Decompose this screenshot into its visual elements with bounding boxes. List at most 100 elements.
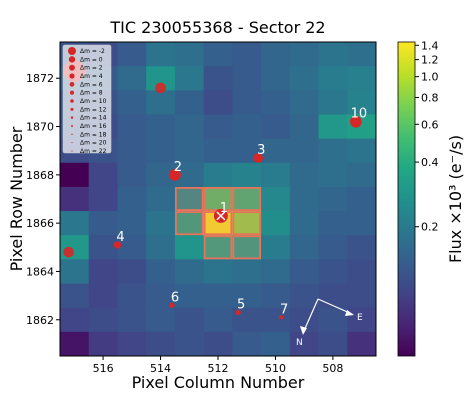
aperture-pixel (205, 236, 232, 258)
magnitude-legend: Δm = -2Δm = 0 Δm = 2Δm = 4Δm = 6 Δm = 8 Δm … (63, 45, 111, 155)
heatmap-cell (146, 114, 175, 139)
heatmap-cell (175, 259, 204, 284)
legend-marker (69, 56, 75, 62)
star-label-5: 5 (237, 298, 245, 313)
heatmap-cell (117, 332, 146, 357)
legend-marker (70, 82, 75, 87)
star-marker (155, 83, 166, 94)
legend-entry: Δm = 18 (80, 131, 107, 138)
chart-title: TIC 230055368 - Sector 22 (109, 18, 325, 37)
heatmap-cell (290, 187, 319, 212)
legend-marker (71, 134, 72, 135)
heatmap-cell (175, 66, 204, 91)
heatmap-cell (60, 163, 89, 188)
heatmap-cell (117, 66, 146, 91)
legend-entry: Δm = 6 (80, 81, 103, 88)
heatmap-cell (146, 42, 175, 67)
heatmap-cell (261, 42, 290, 67)
heatmap-cell (319, 66, 348, 91)
heatmap-cell (204, 90, 233, 115)
heatmap-cell (60, 332, 89, 357)
y-axis-title: Pixel Row Number (7, 126, 26, 271)
heatmap-cell (204, 163, 233, 188)
colorbar-tick-label: 0.8 (421, 91, 439, 104)
legend-entry: Δm = -2 (80, 48, 105, 55)
heatmap-cell (117, 42, 146, 67)
heatmap-cell (261, 211, 290, 236)
heatmap-cell (261, 139, 290, 164)
heatmap-cell (175, 114, 204, 139)
heatmap-cell (89, 332, 118, 357)
y-tick-label: 1864 (26, 265, 54, 278)
aperture-pixel (233, 236, 260, 258)
legend-entry: Δm = 20 (80, 140, 107, 147)
heatmap-cell (204, 284, 233, 309)
heatmap-cell (319, 211, 348, 236)
star-label-4: 4 (116, 230, 124, 245)
heatmap-cell (261, 114, 290, 139)
x-tick-label: 516 (93, 362, 114, 375)
heatmap-cell (347, 187, 376, 212)
legend-entry: Δm = 14 (80, 115, 107, 122)
heatmap-cell (117, 259, 146, 284)
legend-entry: Δm = 22 (80, 148, 107, 155)
heatmap-cell (319, 163, 348, 188)
x-tick-label: 508 (322, 362, 343, 375)
y-tick-label: 1872 (26, 72, 54, 85)
y-tick-label: 1868 (26, 169, 54, 182)
heatmap-cell (175, 332, 204, 357)
heatmap-cell (204, 259, 233, 284)
heatmap-cell (319, 235, 348, 260)
legend-marker (68, 47, 76, 55)
legend-marker (70, 99, 74, 103)
star-label-1: 1 (220, 201, 228, 216)
heatmap-cell (60, 187, 89, 212)
heatmap-cell (347, 42, 376, 67)
heatmap-cell (290, 114, 319, 139)
heatmap-cell (89, 284, 118, 309)
heatmap-cell (117, 308, 146, 333)
aperture-pixel (176, 212, 203, 234)
heatmap-cell (232, 332, 261, 357)
x-axis-title: Pixel Column Number (132, 373, 305, 392)
heatmap-cell (232, 114, 261, 139)
colorbar-gradient (398, 42, 415, 356)
legend-entry: Δm = 16 (80, 123, 107, 130)
compass-east-label: E (357, 313, 363, 323)
heatmap-cell (290, 163, 319, 188)
heatmap-cell (319, 139, 348, 164)
heatmap-cell (347, 332, 376, 357)
legend-marker (70, 91, 74, 95)
colorbar-tick-label: 1.4 (421, 39, 439, 52)
heatmap-cell (261, 332, 290, 357)
heatmap-cell (60, 211, 89, 236)
heatmap-cell (290, 139, 319, 164)
legend-entry: Δm = 0 (80, 56, 103, 63)
heatmap-cell (232, 42, 261, 67)
legend-entry: Δm = 2 (80, 65, 103, 72)
heatmap-cell (146, 90, 175, 115)
heatmap-cell (261, 66, 290, 91)
heatmap-cell (290, 42, 319, 67)
colorbar-tick-label: 0.2 (421, 221, 439, 234)
aperture-pixel (233, 212, 260, 234)
heatmap-cell (146, 211, 175, 236)
y-tick-label: 1862 (26, 314, 54, 327)
colorbar-label: Flux ×10³ (e⁻/s) (446, 135, 465, 263)
heatmap-cell (146, 235, 175, 260)
heatmap-cell (204, 308, 233, 333)
heatmap-cell (117, 139, 146, 164)
heatmap-cell (175, 42, 204, 67)
star-label-10: 10 (351, 107, 368, 122)
heatmap-cell (290, 284, 319, 309)
heatmap-cell (175, 235, 204, 260)
heatmap-cell (146, 332, 175, 357)
colorbar-ticks: 1.41.21.00.80.60.40.2 (415, 39, 439, 233)
legend-entry: Δm = 4 (80, 73, 103, 80)
legend-entry: Δm = 8 (80, 90, 103, 97)
heatmap-cell (290, 90, 319, 115)
legend-marker (69, 73, 74, 78)
star-marker (63, 247, 74, 258)
heatmap-cell (117, 187, 146, 212)
